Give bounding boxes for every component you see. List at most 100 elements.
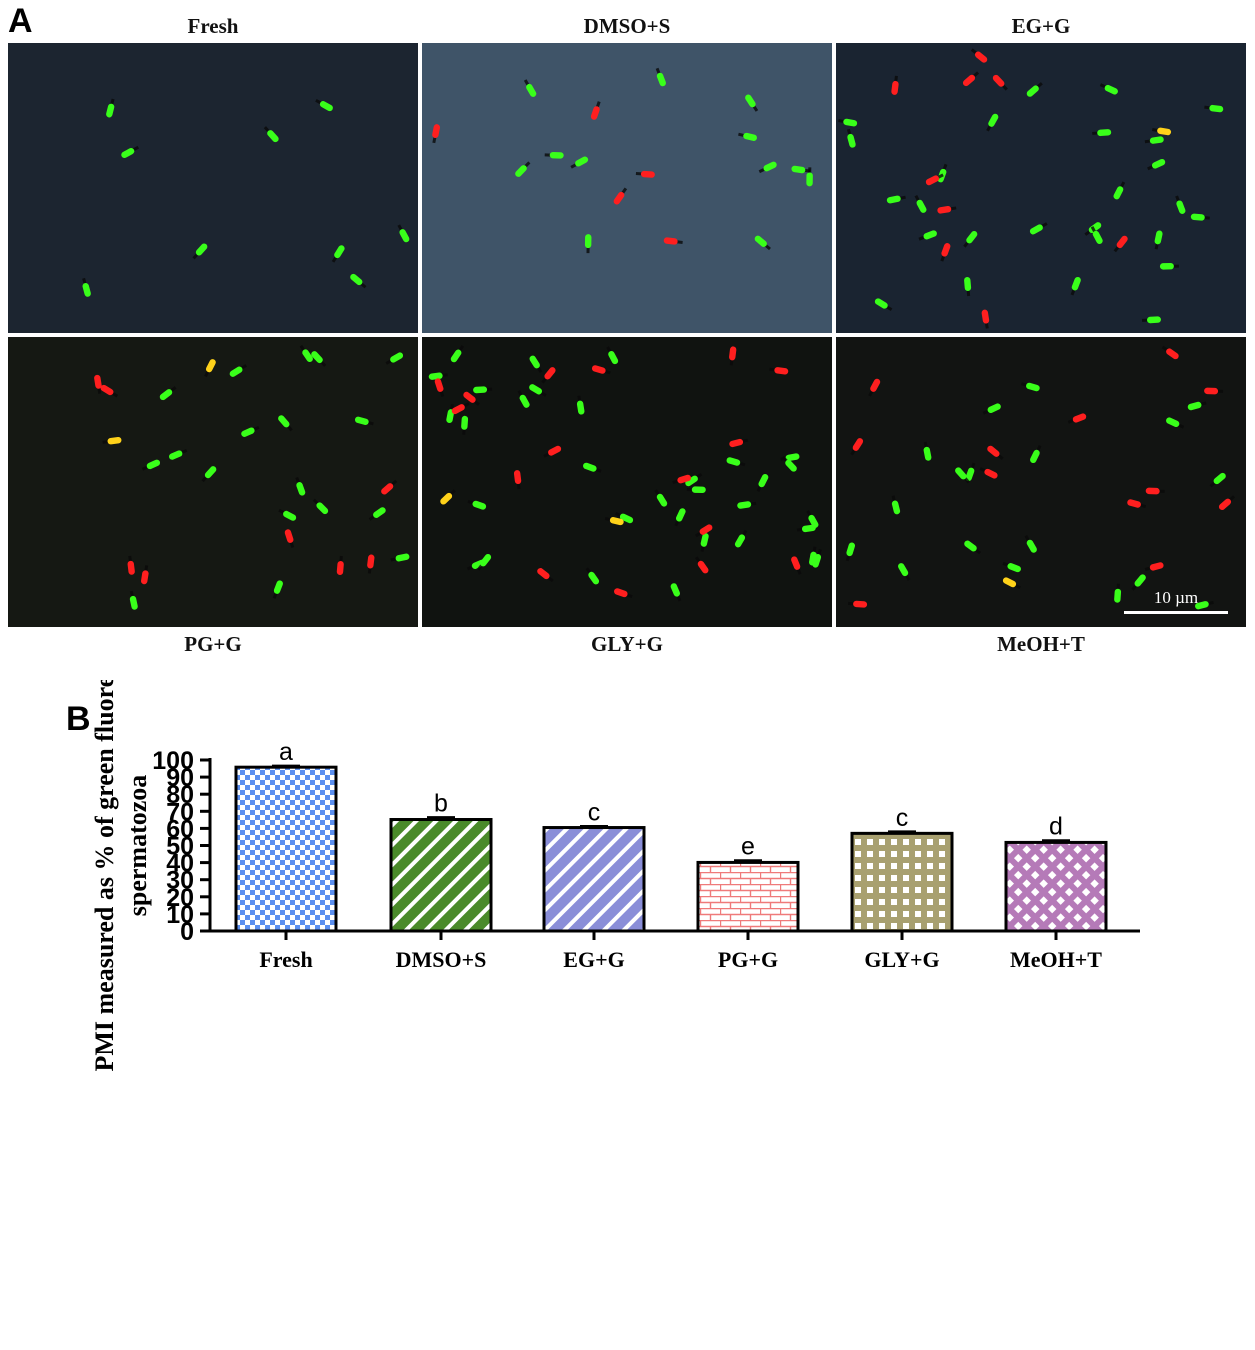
sperm-cell-green (121, 145, 140, 159)
sperm-cell-green (655, 67, 666, 87)
sperm-cell-green (1092, 129, 1112, 137)
micrograph-image (836, 43, 1246, 333)
micrograph-background (8, 337, 418, 627)
sperm-cell-red (981, 309, 990, 329)
x-tick-label: DMSO+S (396, 947, 487, 972)
micrograph-image (8, 43, 418, 333)
y-tick-label: 0 (180, 918, 194, 946)
sperm-cell-green (1026, 82, 1043, 97)
sperm-cell-green (467, 499, 487, 510)
sperm-cell-yellow (1152, 127, 1172, 136)
micrograph-label: PG+G (184, 632, 242, 656)
sperm-cell-yellow (204, 359, 216, 378)
sperm-cell-green (1114, 583, 1122, 603)
y-tick-label: 50 (166, 833, 194, 861)
y-axis-label-line2: spermatozoa (123, 775, 152, 917)
sperm-cell-green (159, 386, 177, 401)
sperm-cell-red (434, 378, 445, 397)
micrograph-image: 10 µm (836, 337, 1246, 627)
micrograph-label: EG+G (1011, 14, 1071, 38)
sperm-cell-green (517, 390, 530, 408)
sperm-cell-red (729, 346, 737, 366)
micrograph-background (836, 43, 1246, 333)
sperm-cell-green (368, 507, 386, 521)
sperm-cell-yellow (604, 516, 624, 526)
sperm-cell-green (1113, 181, 1126, 200)
y-tick-label: 20 (166, 884, 194, 912)
sperm-cell-green (1070, 276, 1081, 296)
sperm-cell-green (263, 126, 279, 143)
sperm-cell-red (992, 74, 1008, 91)
bar (696, 860, 800, 933)
sperm-cell-green (390, 553, 410, 562)
y-tick-label: 40 (166, 850, 194, 878)
sperm-cell-yellow (102, 436, 122, 445)
sperm-cell-green (1209, 472, 1226, 488)
sperm-cell-green (570, 156, 589, 169)
sperm-cell-green (272, 580, 283, 599)
sperm-cell-green (874, 298, 893, 311)
sperm-cell-green (918, 230, 937, 241)
sperm-cell-green (529, 355, 543, 373)
sperm-cell-green (914, 195, 927, 213)
micrograph-label: Fresh (187, 14, 239, 38)
y-tick-label: 80 (166, 781, 194, 809)
sperm-cell-red (769, 367, 789, 375)
x-tick-label: Fresh (259, 947, 312, 972)
panel-b-letter: B (66, 700, 91, 738)
sperm-cell-green (670, 583, 682, 602)
micrograph-image (422, 43, 832, 333)
sperm-cell-red (284, 529, 295, 548)
sperm-cell-green (806, 510, 819, 528)
sperm-cell-red (541, 367, 556, 384)
sperm-cell-red (962, 71, 980, 87)
y-axis-label-line1: PMI measured as % of green fluorescent (90, 680, 119, 1072)
sperm-cell-red (614, 588, 633, 599)
sperm-cell-green (1084, 222, 1102, 236)
sperm-cell-green (1154, 230, 1163, 250)
sperm-cell-red (695, 524, 713, 538)
sperm-cell-green (331, 245, 345, 263)
sperm-cell-red (729, 438, 749, 448)
scale-bar (1124, 611, 1228, 614)
sperm-cell-yellow (440, 489, 456, 505)
scale-bar-label: 10 µm (1154, 588, 1198, 607)
sperm-cell-green (886, 195, 906, 204)
bar (850, 831, 954, 933)
bar (1004, 840, 1108, 933)
sperm-cell-green (756, 474, 769, 492)
sperm-cell-green (963, 231, 978, 248)
significance-letter: a (279, 738, 293, 766)
sperm-cell-red (451, 402, 470, 415)
sperm-cell-green (1099, 83, 1118, 95)
sperm-cell-green (606, 346, 619, 365)
sperm-cell-green (964, 540, 982, 555)
y-tick-label: 90 (166, 764, 194, 792)
sperm-cell-green (515, 161, 531, 177)
micrograph-image (8, 337, 418, 627)
sperm-cell-green (965, 462, 976, 482)
sperm-cell-red (1145, 487, 1165, 495)
sperm-cell-red (94, 374, 102, 394)
significance-letter: c (588, 799, 601, 827)
sperm-cell-green (791, 165, 811, 174)
sperm-cell-red (590, 101, 601, 120)
y-tick-label: 30 (166, 867, 194, 895)
x-tick-label: GLY+G (864, 947, 939, 972)
sperm-cell-green (781, 455, 797, 472)
micrograph-label: GLY+G (591, 632, 663, 656)
sperm-cell-green (299, 344, 313, 363)
sperm-cell-green (523, 79, 537, 97)
sperm-cell-green (311, 351, 327, 367)
sperm-cell-green (1141, 316, 1161, 324)
sperm-cell-red (100, 384, 119, 398)
sperm-cell-green (312, 498, 329, 515)
sperm-cell-green (745, 94, 759, 112)
sperm-cell-red (127, 555, 135, 575)
sperm-cell-green (809, 546, 817, 566)
sperm-cell-green (796, 524, 816, 533)
significance-letter: d (1049, 813, 1063, 841)
sperm-cell-green (106, 98, 115, 118)
sperm-cell-green (461, 415, 469, 435)
sperm-cell-green (654, 489, 668, 507)
